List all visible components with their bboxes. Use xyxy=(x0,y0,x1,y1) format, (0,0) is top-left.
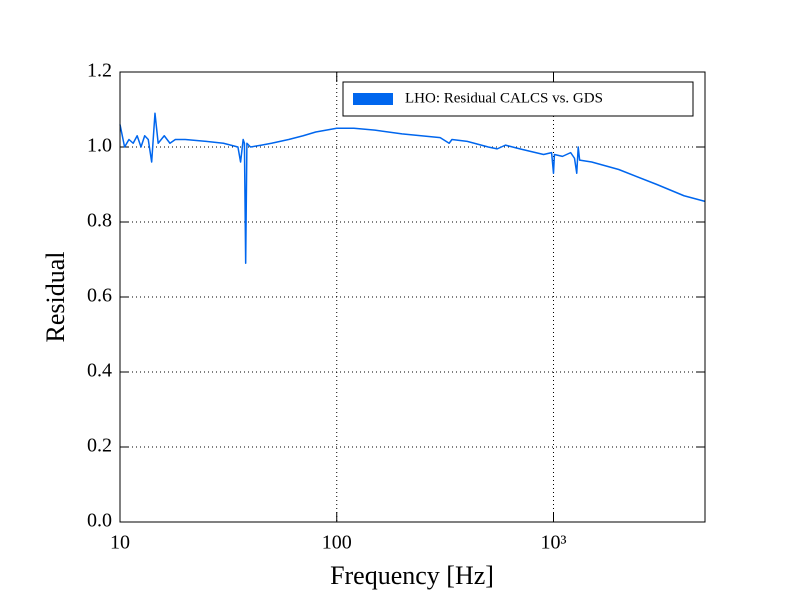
legend-label: LHO: Residual CALCS vs. GDS xyxy=(405,90,603,106)
y-tick-label: 0.8 xyxy=(87,210,112,232)
legend-swatch xyxy=(353,93,393,105)
legend: LHO: Residual CALCS vs. GDS xyxy=(342,81,694,117)
y-tick-label: 0.6 xyxy=(87,285,112,307)
y-tick-label: 1.0 xyxy=(87,135,112,157)
x-tick-label: 10 xyxy=(110,532,130,554)
y-tick-label: 0.4 xyxy=(87,360,112,382)
x-axis-label: Frequency [Hz] xyxy=(330,561,494,590)
y-tick-label: 0.2 xyxy=(87,435,112,457)
y-axis-label: Residual xyxy=(41,252,70,343)
x-tick-label: 100 xyxy=(322,532,352,554)
y-tick-label: 1.2 xyxy=(87,60,112,82)
plot-frame xyxy=(119,71,706,523)
data-line xyxy=(119,112,706,264)
x-tick-label: 10³ xyxy=(540,532,566,554)
y-tick-label: 0.0 xyxy=(87,510,112,532)
legend-frame xyxy=(342,81,694,117)
